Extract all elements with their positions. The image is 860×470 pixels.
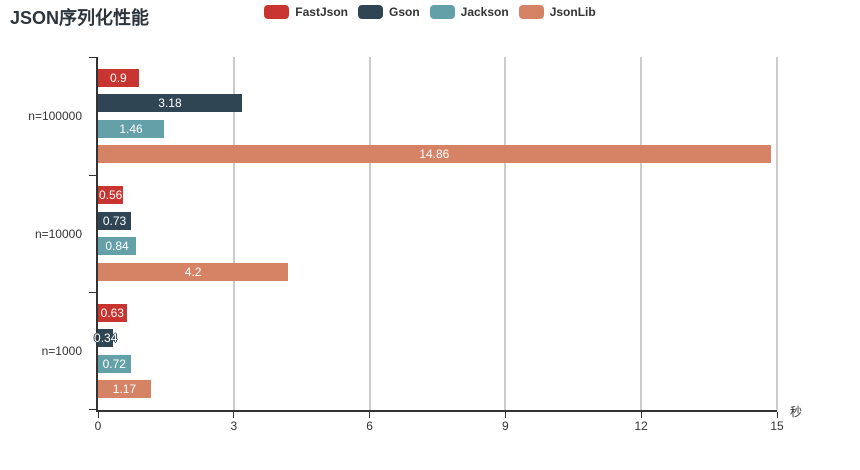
gridline xyxy=(776,57,778,410)
x-axis-tick xyxy=(97,412,99,418)
bar-value-label: 0.72 xyxy=(102,356,126,371)
bar-value-label: 14.86 xyxy=(419,147,450,162)
x-axis-tick xyxy=(640,412,642,418)
bar-value-label: 0.34 xyxy=(94,331,118,346)
bar-jackson-n1000[interactable]: 0.72 xyxy=(98,354,131,373)
legend-label: Jackson xyxy=(460,5,509,19)
bar-jsonlib-n100000[interactable]: 14.86 xyxy=(98,145,771,164)
x-axis-tick-label: 15 xyxy=(770,419,784,433)
legend-item-gson[interactable]: Gson xyxy=(357,5,420,19)
chart-title: JSON序列化性能 xyxy=(10,8,150,28)
x-axis-tick-label: 9 xyxy=(502,419,509,433)
bar-jackson-n10000[interactable]: 0.84 xyxy=(98,237,137,256)
bar-jsonlib-n1000[interactable]: 1.17 xyxy=(98,380,151,399)
bar-value-label: 3.18 xyxy=(158,96,182,111)
bar-fastjson-n1000[interactable]: 0.63 xyxy=(98,303,127,322)
x-axis-line xyxy=(96,410,777,412)
x-axis-tick-label: 0 xyxy=(94,419,102,433)
legend-label: JsonLib xyxy=(549,5,596,19)
bar-fastjson-n10000[interactable]: 0.56 xyxy=(98,186,124,205)
x-axis-tick xyxy=(369,412,371,418)
x-axis-tick-label: 12 xyxy=(634,419,648,433)
legend-label: FastJson xyxy=(295,5,348,19)
legend-item-jackson[interactable]: Jackson xyxy=(429,5,509,19)
legend: FastJson Gson Jackson JsonLib xyxy=(0,5,860,19)
y-axis-tick xyxy=(89,174,96,176)
bar-value-label: 0.63 xyxy=(100,305,124,320)
bar-value-label: 0.73 xyxy=(102,213,127,228)
x-axis-tick-label: 3 xyxy=(230,419,238,433)
y-axis-category-label: n=10000 xyxy=(34,226,82,241)
gridline xyxy=(640,57,643,410)
legend-label: Gson xyxy=(388,5,420,19)
x-axis-tick xyxy=(776,412,778,418)
bar-fastjson-n100000[interactable]: 0.9 xyxy=(98,68,139,87)
bar-jackson-n100000[interactable]: 1.46 xyxy=(98,119,165,138)
bar-value-label: 1.46 xyxy=(119,121,143,136)
bar-gson-n1000[interactable]: 0.34 xyxy=(94,329,118,348)
bar-gson-n100000[interactable]: 3.18 xyxy=(98,94,242,113)
y-axis-tick xyxy=(89,292,96,294)
gridline xyxy=(232,57,235,410)
y-axis-category-label: n=1000 xyxy=(41,344,82,359)
legend-item-fastjson[interactable]: FastJson xyxy=(264,5,348,19)
y-axis-tick xyxy=(89,409,96,410)
bar-value-label: 0.9 xyxy=(110,70,127,85)
x-axis-tick xyxy=(504,412,506,418)
bar-value-label: 0.84 xyxy=(105,239,129,254)
legend-item-jsonlib[interactable]: JsonLib xyxy=(518,5,596,19)
y-axis-tick xyxy=(89,57,96,58)
legend-swatch-jackson xyxy=(429,5,455,19)
y-axis-category-label: n=100000 xyxy=(28,108,82,123)
x-axis-tick-label: 6 xyxy=(366,419,373,433)
x-axis-unit-label: 秒 xyxy=(790,405,803,419)
x-axis-tick xyxy=(233,412,235,418)
gridline xyxy=(368,57,371,410)
bar-jsonlib-n10000[interactable]: 4.2 xyxy=(98,262,289,281)
legend-swatch-fastjson xyxy=(264,5,290,19)
bar-value-label: 0.56 xyxy=(98,188,123,203)
y-axis-line xyxy=(96,57,98,412)
legend-swatch-gson xyxy=(357,5,383,19)
bar-value-label: 4.2 xyxy=(184,264,202,279)
legend-swatch-jsonlib xyxy=(518,5,544,19)
plot-area: 秒 0 3 6 9 12 15 n=100000 0.9 3.18 1.46 14.86 n=1000… xyxy=(28,57,802,433)
bar-value-label: 1.17 xyxy=(112,382,137,397)
bar-gson-n10000[interactable]: 0.73 xyxy=(98,211,132,230)
gridline xyxy=(504,57,507,410)
